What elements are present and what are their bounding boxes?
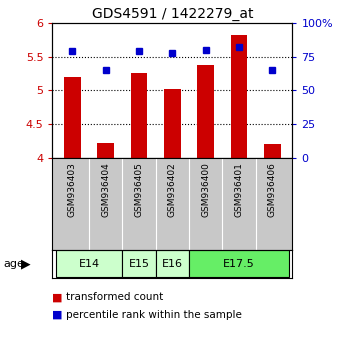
Text: ▶: ▶	[21, 257, 30, 270]
Bar	[97, 143, 114, 158]
Text: GSM936404: GSM936404	[101, 162, 110, 217]
Bar	[131, 73, 147, 158]
Text: transformed count: transformed count	[66, 292, 163, 302]
Text: GSM936406: GSM936406	[268, 162, 277, 217]
Bar	[231, 35, 247, 158]
Text: E14: E14	[78, 259, 100, 269]
Text: GSM936405: GSM936405	[135, 162, 144, 217]
Text: E16: E16	[162, 259, 183, 269]
Text: percentile rank within the sample: percentile rank within the sample	[66, 310, 242, 320]
Text: GSM936402: GSM936402	[168, 162, 177, 217]
Text: ■: ■	[52, 292, 63, 302]
Bar	[197, 65, 214, 158]
Bar	[189, 250, 289, 277]
Title: GDS4591 / 1422279_at: GDS4591 / 1422279_at	[92, 7, 253, 21]
Text: GSM936401: GSM936401	[235, 162, 244, 217]
Bar	[122, 250, 156, 277]
Text: GSM936400: GSM936400	[201, 162, 210, 217]
Text: E15: E15	[128, 259, 149, 269]
Text: age: age	[3, 259, 24, 269]
Bar	[164, 89, 181, 158]
Bar	[264, 144, 281, 158]
Text: E17.5: E17.5	[223, 259, 255, 269]
Bar	[64, 78, 81, 158]
Bar	[156, 250, 189, 277]
Bar	[56, 250, 122, 277]
Text: ■: ■	[52, 310, 63, 320]
Text: GSM936403: GSM936403	[68, 162, 77, 217]
